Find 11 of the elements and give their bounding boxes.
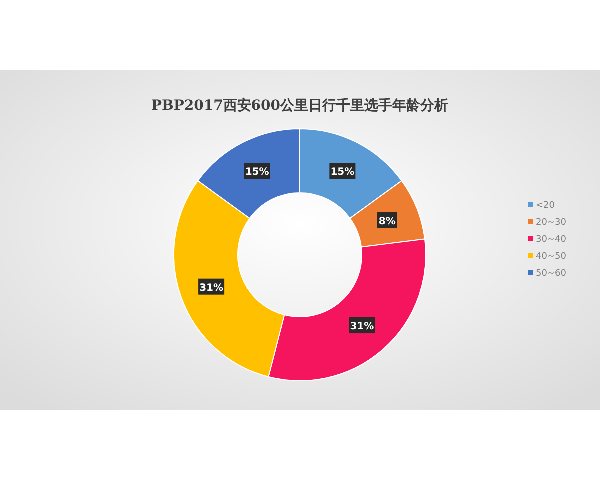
data-label: 15% (245, 167, 270, 178)
legend-label: 30~40 (536, 235, 567, 245)
chart-title: PBP2017西安600公里日行千里选手年龄分析 (151, 97, 449, 114)
legend-label: 20~30 (536, 218, 567, 228)
data-label: 31% (350, 322, 374, 333)
legend-label: 50~60 (536, 269, 567, 279)
legend-label: <20 (536, 201, 556, 211)
data-label: 8% (378, 216, 396, 228)
data-label: 31% (200, 282, 224, 294)
data-label: 15% (330, 167, 355, 178)
legend-label: 40~50 (536, 252, 567, 262)
